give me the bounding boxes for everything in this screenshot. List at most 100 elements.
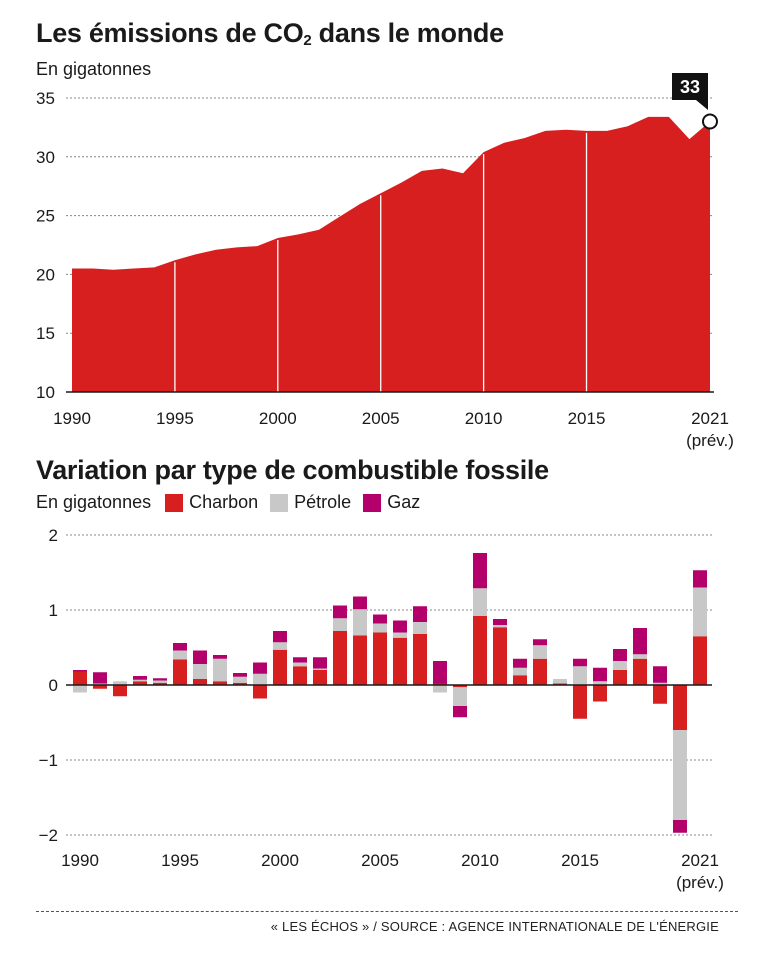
x-tick-label: 2000 (261, 851, 299, 870)
x-tick-label: 1995 (156, 409, 194, 428)
y-tick-label: 30 (36, 148, 55, 167)
bar-gaz (393, 620, 407, 633)
bar-charbon (593, 685, 607, 702)
bar-charbon (573, 685, 587, 719)
bar-gaz (653, 666, 667, 683)
bar-charbon (313, 670, 327, 685)
x-tick-label: 1990 (53, 409, 91, 428)
source-credit: « LES ÉCHOS » / SOURCE : AGENCE INTERNAT… (270, 919, 719, 934)
bar-charbon (253, 685, 267, 699)
legend-item-gaz: Gaz (363, 492, 420, 513)
bar-charbon (353, 635, 367, 685)
annotation-marker (702, 113, 718, 130)
bar-gaz (453, 706, 467, 718)
bar-gaz (373, 614, 387, 624)
y-tick-label: 0 (49, 676, 58, 695)
bar-charbon (273, 649, 287, 685)
bar-petrole (373, 623, 387, 633)
bar-gaz (293, 657, 307, 663)
x-tick-note: (prév.) (676, 873, 724, 892)
bar-charbon (293, 666, 307, 685)
bar-charbon (633, 658, 647, 685)
bar-charbon (213, 681, 227, 685)
y-tick-label: 15 (36, 324, 55, 343)
legend-swatch-charbon (165, 493, 184, 512)
bar-petrole (673, 730, 687, 820)
annotation-label: 33 (680, 77, 700, 97)
bar-gaz (673, 820, 687, 833)
bar-gaz (233, 673, 247, 677)
bar-petrole (193, 664, 207, 679)
bar-gaz (173, 643, 187, 651)
bar-petrole (73, 685, 87, 693)
bar-petrole (533, 645, 547, 659)
x-tick-label: 2005 (362, 409, 400, 428)
bar-petrole (613, 661, 627, 670)
bar-gaz (493, 619, 507, 625)
bar-petrole (133, 679, 147, 682)
legend-swatch-petrole (270, 493, 289, 512)
bar-petrole (393, 632, 407, 638)
bar-petrole (593, 681, 607, 685)
legend-label-petrole: Pétrole (294, 492, 352, 512)
bar-petrole (333, 618, 347, 631)
bar-charbon (133, 681, 147, 685)
bar-charbon (413, 634, 427, 685)
x-tick-label: 2021 (691, 409, 729, 428)
bar-petrole (253, 673, 267, 685)
y-tick-label: 20 (36, 265, 55, 284)
bar-petrole (233, 676, 247, 683)
y-tick-label: 10 (36, 383, 55, 402)
bar-petrole (473, 588, 487, 616)
bar-charbon (93, 685, 107, 689)
bar-gaz (353, 596, 367, 610)
bar-gaz (193, 650, 207, 664)
bar-charbon (653, 685, 667, 704)
bar-petrole (433, 685, 447, 693)
y-tick-label: −2 (39, 826, 58, 845)
legend-label-charbon: Charbon (189, 492, 259, 512)
x-tick-label: 2015 (561, 851, 599, 870)
bar-charbon (333, 631, 347, 685)
emissions-area (72, 116, 710, 392)
bar-gaz (133, 676, 147, 680)
bar-charbon (153, 682, 167, 685)
bar-charbon (473, 616, 487, 685)
bar-charbon (113, 685, 127, 697)
bar-gaz (693, 570, 707, 588)
bar-gaz (333, 605, 347, 619)
bar-gaz (533, 639, 547, 646)
bar-petrole (353, 609, 367, 636)
bar-charbon (493, 627, 507, 685)
bar-charbon (193, 679, 207, 685)
bar-charbon (173, 659, 187, 685)
bar-charbon (673, 685, 687, 730)
x-tick-label: 2021 (681, 851, 719, 870)
bar-petrole (493, 625, 507, 628)
bar-petrole (153, 680, 167, 683)
bar-charbon (233, 682, 247, 685)
area-chart-title: Les émissions de CO2 dans le monde (36, 18, 504, 49)
bar-gaz (513, 658, 527, 668)
emissions-area-chart: 10 15 20 25 30 35 1990 1995 2000 2005 2010 2015 2021… (36, 73, 734, 450)
bar-petrole (413, 622, 427, 634)
bar-charbon (453, 685, 467, 688)
bar-charbon (373, 632, 387, 685)
bar-petrole (213, 658, 227, 682)
bar-gaz (153, 678, 167, 681)
y-tick-label: 25 (36, 207, 55, 226)
bar-charbon (693, 636, 707, 685)
bar-chart-ylabel: En gigatonnes (36, 492, 152, 512)
x-tick-label: 2015 (568, 409, 606, 428)
bar-petrole (293, 662, 307, 667)
bar-chart-legend: En gigatonnes Charbon Pétrole Gaz (36, 492, 432, 513)
bar-gaz (573, 658, 587, 667)
legend-label-gaz: Gaz (387, 492, 421, 512)
bar-gaz (213, 655, 227, 659)
legend-item-charbon: Charbon (165, 492, 258, 513)
y-tick-label: 1 (49, 601, 58, 620)
bar-petrole (113, 681, 127, 685)
bar-petrole (633, 654, 647, 659)
bar-petrole (173, 650, 187, 660)
y-tick-label: 2 (49, 526, 58, 545)
